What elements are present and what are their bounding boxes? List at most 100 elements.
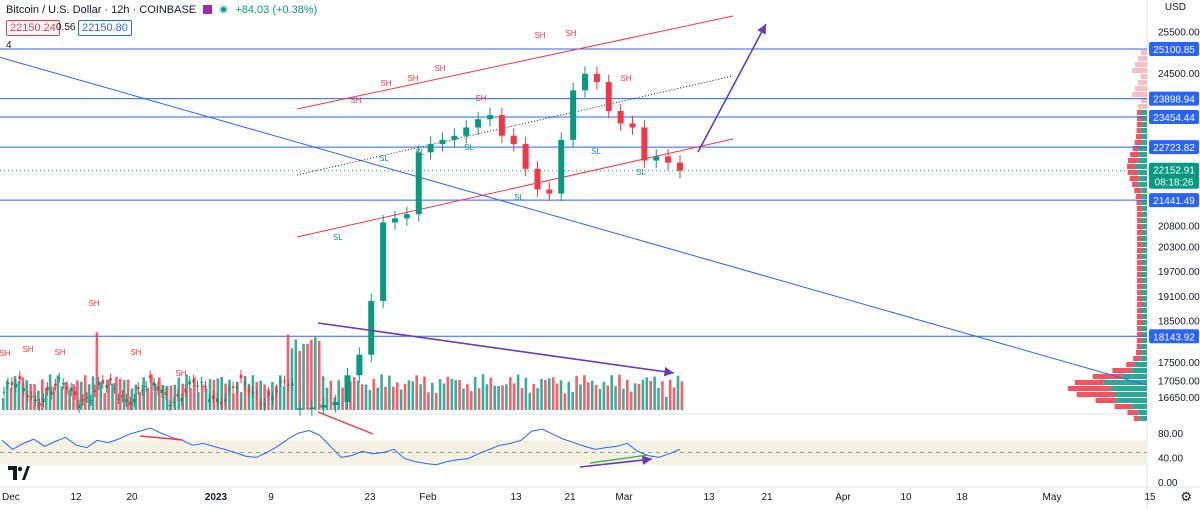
swing-high-label: SH bbox=[407, 74, 418, 83]
swing-high-label: SH bbox=[380, 79, 391, 88]
volume-bar bbox=[33, 384, 36, 410]
volume-bar bbox=[243, 376, 247, 410]
candle-body bbox=[65, 386, 69, 390]
volume-profile-bar-sell bbox=[1136, 200, 1141, 205]
volume-bar bbox=[579, 384, 582, 410]
volume-profile-bar-buy bbox=[1141, 236, 1147, 241]
tradingview-logo[interactable] bbox=[8, 466, 30, 480]
volume-bar bbox=[37, 390, 40, 410]
volume-bar bbox=[372, 379, 376, 410]
candle-body bbox=[212, 395, 215, 400]
volume-bar bbox=[587, 382, 590, 410]
volume-profile-bar-buy bbox=[1138, 146, 1147, 151]
volume-profile-bar-buy bbox=[1142, 278, 1147, 283]
price-tick-label: 19100.00 bbox=[1158, 292, 1200, 303]
candle-body bbox=[593, 73, 600, 83]
volume-profile-bar-buy bbox=[1142, 230, 1147, 235]
volume-profile-bar-buy bbox=[1142, 266, 1147, 271]
volume-bar bbox=[509, 377, 512, 410]
time-tick-label: 12 bbox=[70, 492, 82, 503]
volume-bar bbox=[434, 392, 438, 410]
candle-body bbox=[144, 386, 148, 388]
volume-profile-bar-buy bbox=[1142, 332, 1147, 337]
candle-body bbox=[101, 380, 105, 384]
volume-bar bbox=[610, 375, 613, 410]
candle-body bbox=[125, 398, 128, 403]
price-tick-label: 18500.00 bbox=[1158, 317, 1200, 328]
volume-bar bbox=[52, 386, 56, 410]
volume-profile-bar-sell bbox=[1137, 308, 1141, 313]
buy-button[interactable]: 22150.80 bbox=[78, 20, 132, 36]
swing-low-label: SL bbox=[333, 233, 343, 242]
candle-body bbox=[653, 156, 660, 161]
candle-body bbox=[235, 386, 239, 390]
candle-body bbox=[522, 144, 529, 169]
volume-bar bbox=[454, 380, 457, 410]
volume-bar bbox=[165, 385, 169, 410]
volume-bar bbox=[657, 387, 660, 410]
volume-bar bbox=[154, 383, 157, 410]
time-tick-label: 23 bbox=[364, 492, 376, 503]
price-tick-label: 20300.00 bbox=[1158, 242, 1200, 253]
volume-profile-bar-buy bbox=[1138, 170, 1147, 175]
candle-body bbox=[243, 381, 247, 386]
candle-body bbox=[356, 354, 363, 376]
candle-body bbox=[380, 222, 387, 301]
indicator-count[interactable]: 4 bbox=[6, 40, 12, 51]
volume-bar bbox=[95, 332, 99, 410]
volume-profile-bar-buy bbox=[1141, 272, 1147, 277]
candle-body bbox=[271, 396, 274, 401]
flag-icon[interactable] bbox=[203, 5, 213, 14]
volume-profile-bar-buy bbox=[1142, 314, 1147, 319]
candle-body bbox=[392, 218, 398, 223]
rsi-tick-label: 40.00 bbox=[1158, 454, 1183, 465]
candle-body bbox=[605, 82, 612, 111]
candle-body bbox=[93, 389, 97, 393]
currency-selector[interactable]: USD bbox=[1164, 2, 1186, 13]
volume-bar bbox=[520, 387, 524, 410]
volume-profile-bar-sell bbox=[1137, 272, 1141, 277]
volume-bar bbox=[473, 376, 477, 410]
volume-bar bbox=[563, 393, 567, 410]
volume-bar bbox=[302, 343, 305, 410]
swing-high-label: SH bbox=[434, 64, 445, 73]
volume-profile-bar-sell bbox=[1114, 404, 1133, 409]
market-status-icon bbox=[219, 5, 229, 14]
level-price-label: 21441.49 bbox=[1153, 196, 1195, 207]
volume-bar bbox=[423, 376, 426, 410]
candle-body bbox=[227, 388, 231, 390]
volume-bar bbox=[458, 379, 461, 410]
volume-profile-bar-sell bbox=[1137, 278, 1143, 283]
volume-bar bbox=[540, 378, 543, 410]
candle-body bbox=[263, 403, 266, 406]
candle-body bbox=[629, 123, 636, 128]
volume-bar bbox=[442, 383, 446, 410]
candle-body bbox=[42, 398, 45, 403]
volume-bar bbox=[364, 384, 368, 410]
volume-profile-bar-sell bbox=[1127, 170, 1139, 175]
level-price-label: 23454.44 bbox=[1153, 113, 1195, 124]
volume-profile-bar-sell bbox=[1136, 326, 1141, 331]
symbol-title[interactable]: Bitcoin / U.S. Dollar · 12h · COINBASE bbox=[6, 4, 197, 16]
candle-body bbox=[223, 399, 227, 401]
gear-icon[interactable]: ⚙ bbox=[1180, 489, 1192, 504]
swing-high-label: SH bbox=[54, 348, 65, 357]
time-tick-label: 21 bbox=[761, 492, 773, 503]
volume-bar bbox=[392, 386, 395, 410]
volume-bar bbox=[126, 379, 130, 410]
volume-profile-bar-sell bbox=[1137, 242, 1143, 247]
volume-bar bbox=[388, 375, 391, 410]
candle-body bbox=[297, 408, 303, 410]
volume-bar bbox=[142, 377, 145, 410]
sell-button[interactable]: 22150.24 bbox=[6, 20, 60, 36]
volume-profile-bar-buy bbox=[1140, 110, 1147, 115]
volume-bar bbox=[138, 391, 142, 410]
volume-bar bbox=[583, 375, 586, 410]
candle-body bbox=[6, 382, 10, 385]
volume-profile-bar-sell bbox=[1112, 368, 1132, 373]
candle-body bbox=[50, 391, 53, 395]
volume-profile-bar-buy bbox=[1141, 194, 1147, 199]
volume-profile-bar-sell bbox=[1137, 314, 1143, 319]
